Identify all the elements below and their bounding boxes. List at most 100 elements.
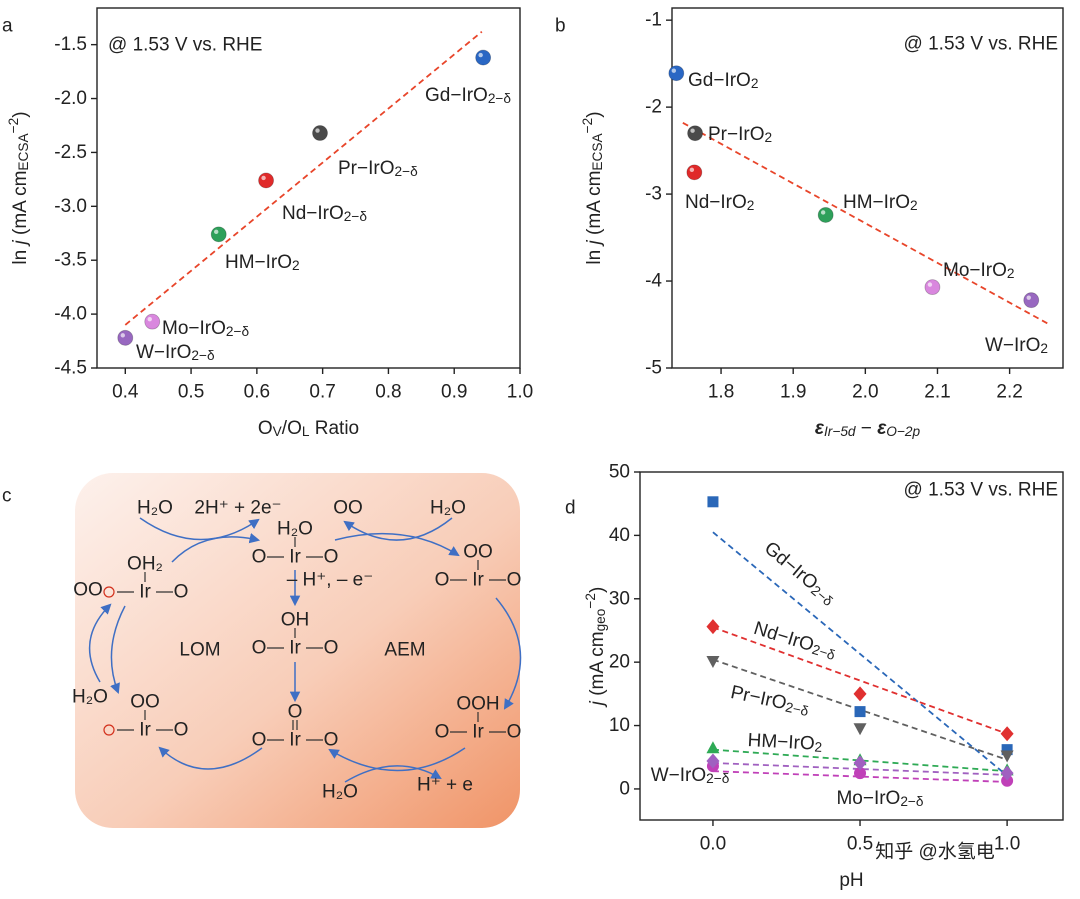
text-part: O: [258, 418, 273, 439]
marker: [312, 125, 328, 141]
arrow: [139, 517, 260, 541]
text-part: /O: [282, 418, 302, 439]
series-label: Pr−IrO2−δ: [729, 681, 812, 719]
text-part: ECSA: [16, 132, 31, 170]
text-part: −2: [6, 118, 21, 134]
text-part: ): [587, 587, 608, 593]
series-label: Mo−IrO2−δ: [836, 788, 923, 810]
annotation: @ 1.53 V vs. RHE: [108, 35, 262, 56]
complex-oxygen: O: [252, 547, 267, 568]
complex-top: OOH: [456, 694, 499, 715]
marker-highlight: [315, 128, 320, 133]
y-tick-label: -1: [645, 10, 662, 31]
y-tick-label: -5: [645, 358, 662, 379]
text-part: geo: [593, 608, 608, 631]
series-label: Gd−IrO2−δ: [760, 537, 840, 609]
series-label: HM−IrO2: [843, 192, 918, 214]
panel-letter: c: [2, 486, 12, 507]
y-tick-label: 50: [609, 462, 630, 483]
x-axis-label: εIr−5d − εO−2p: [815, 418, 921, 440]
y-tick-label: -4.0: [54, 304, 87, 325]
x-tick-label: 1.9: [780, 382, 806, 403]
x-tick-label: 0.4: [112, 382, 139, 403]
panel-letter: a: [2, 16, 13, 37]
diagram-arrows: [88, 517, 522, 783]
y-tick-label: -3.0: [54, 196, 87, 217]
x-axis-label: pH: [839, 870, 863, 891]
text-part: 2−δ: [488, 91, 512, 106]
text-part: Ratio: [309, 418, 359, 439]
diagram-label: AEM: [384, 640, 425, 661]
arrow: [171, 533, 261, 563]
y-tick-label: 40: [609, 525, 630, 546]
complex-metal: Ir: [289, 638, 301, 659]
y-axis-label: j (mA cmgeo−2): [583, 587, 608, 709]
text-part: 2: [1007, 266, 1015, 281]
complex-oxygen: O: [324, 638, 339, 659]
fit-line: [712, 531, 1008, 777]
y-tick-label: -2.0: [54, 88, 87, 109]
x-tick-label: 2.1: [924, 382, 950, 403]
marker: [853, 686, 867, 702]
marker: [144, 313, 161, 330]
complex-oxygen: O: [252, 730, 267, 751]
text-part: 2: [747, 198, 755, 213]
y-tick-label: 30: [609, 588, 630, 609]
arrow: [344, 765, 442, 783]
marker: [854, 767, 867, 780]
complex-top: H₂O: [277, 519, 313, 540]
complex-metal: Ir: [289, 730, 301, 751]
text-part: 2−δ: [226, 324, 250, 339]
text-part: 2: [764, 130, 772, 145]
text-part: ): [10, 111, 31, 117]
diagram-label: 2H⁺ + 2e⁻: [194, 498, 281, 519]
panel-letter: b: [555, 16, 566, 37]
arrow: [343, 517, 453, 541]
y-tick-label: -4: [645, 271, 662, 292]
text-part: Pr−IrO: [338, 158, 394, 179]
marker: [117, 329, 134, 346]
marker-highlight: [671, 68, 677, 73]
text-part: 2−δ: [394, 164, 418, 179]
arrow: [495, 597, 522, 710]
marker: [854, 706, 866, 718]
series-label: Nd−IrO2: [685, 192, 754, 214]
y-tick-label: -2.5: [54, 142, 87, 163]
diagram-background: [75, 473, 520, 828]
text-part: Gd−IrO: [760, 537, 822, 593]
text-part: V: [273, 424, 283, 439]
series-label: Gd−IrO2: [688, 70, 758, 92]
marker: [706, 753, 720, 769]
marker: [707, 496, 719, 508]
arrow: [334, 532, 460, 557]
marker: [817, 207, 834, 223]
x-tick-label: 0.9: [441, 382, 467, 403]
text-part: ln: [584, 244, 605, 264]
marker: [687, 125, 703, 142]
text-part: 2−δ: [344, 209, 368, 224]
marker: [1000, 765, 1014, 781]
text-part: −: [856, 418, 878, 439]
complex-top: OO: [130, 692, 160, 713]
vacancy: [103, 586, 115, 598]
x-tick-label: 0.5: [178, 382, 204, 403]
arrow: [328, 747, 466, 772]
text-part: Nd−IrO: [685, 192, 747, 213]
text-part: Pr−IrO: [729, 681, 789, 713]
y-tick-label: -2: [645, 97, 662, 118]
text-part: W−IrO: [985, 335, 1040, 356]
marker-highlight: [214, 229, 219, 235]
x-axis-label: OV/OL Ratio: [258, 418, 359, 440]
complex-oxygen: O: [324, 547, 339, 568]
fit-line: [712, 762, 1008, 776]
marker-highlight: [927, 282, 933, 287]
text-part: 2: [292, 258, 300, 273]
complex-oxygen: O: [252, 638, 267, 659]
complex-oxygen: O: [507, 570, 522, 591]
text-part: Nd−IrO: [751, 618, 816, 656]
complex-oxygen: O: [435, 722, 450, 743]
complex-metal: Ir: [289, 547, 301, 568]
text-part: Pr−IrO: [708, 124, 764, 145]
x-tick-label: 2.2: [996, 382, 1022, 403]
